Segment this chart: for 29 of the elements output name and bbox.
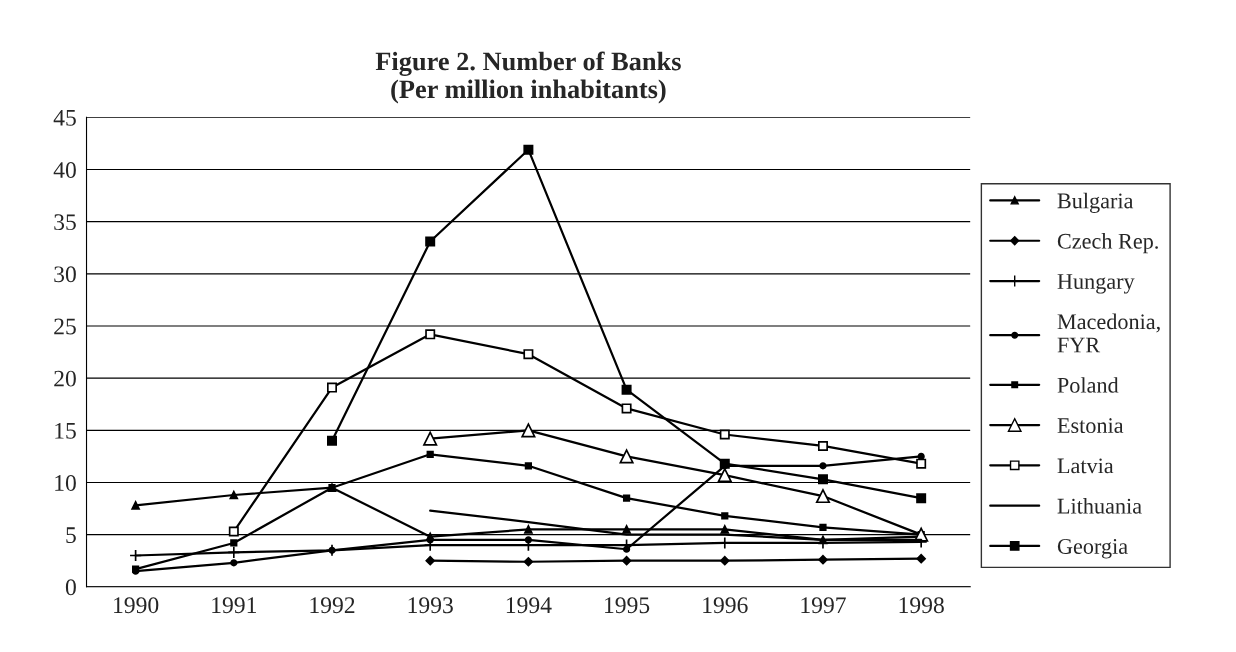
x-tick-label: 1996	[703, 597, 748, 614]
x-tick-label: 1998	[899, 597, 944, 614]
y-tick-label: 40	[53, 162, 76, 178]
legend-label: Estonia	[1057, 418, 1124, 434]
x-tick-label: 1993	[408, 597, 453, 614]
x-tick-label: 1994	[506, 597, 552, 614]
x-tick-label: 1990	[114, 597, 159, 614]
x-tick-label: 1992	[310, 597, 355, 614]
legend-label: Czech Rep.	[1057, 233, 1158, 254]
y-tick-label: 5	[66, 527, 76, 544]
y-tick-label: 10	[55, 474, 76, 491]
legend-label: Hungary	[1057, 274, 1135, 294]
x-tick-label: 1991	[212, 597, 256, 614]
legend-label: Bulgaria	[1057, 192, 1134, 213]
x-tick-label: 1997	[801, 597, 846, 614]
y-tick-label: 35	[54, 214, 76, 231]
chart-title: Figure 2. Number of Banks (Per million inhabitants)	[375, 51, 681, 104]
y-tick-label: 30	[54, 266, 76, 283]
legend-label: Georgia	[1057, 538, 1128, 559]
legend-label: Lithuania	[1057, 497, 1142, 514]
legend-label: Latvia	[1057, 458, 1114, 474]
y-tick-label: 20	[54, 370, 76, 387]
legend-label: Poland	[1057, 377, 1119, 393]
y-tick-label: 0	[65, 579, 76, 596]
legend-label: Macedonia, FYR	[1057, 313, 1160, 353]
y-tick-label: 45	[53, 110, 76, 126]
y-tick-label: 25	[54, 318, 76, 335]
y-tick-label: 15	[55, 422, 76, 439]
x-tick-label: 1995	[605, 597, 650, 614]
